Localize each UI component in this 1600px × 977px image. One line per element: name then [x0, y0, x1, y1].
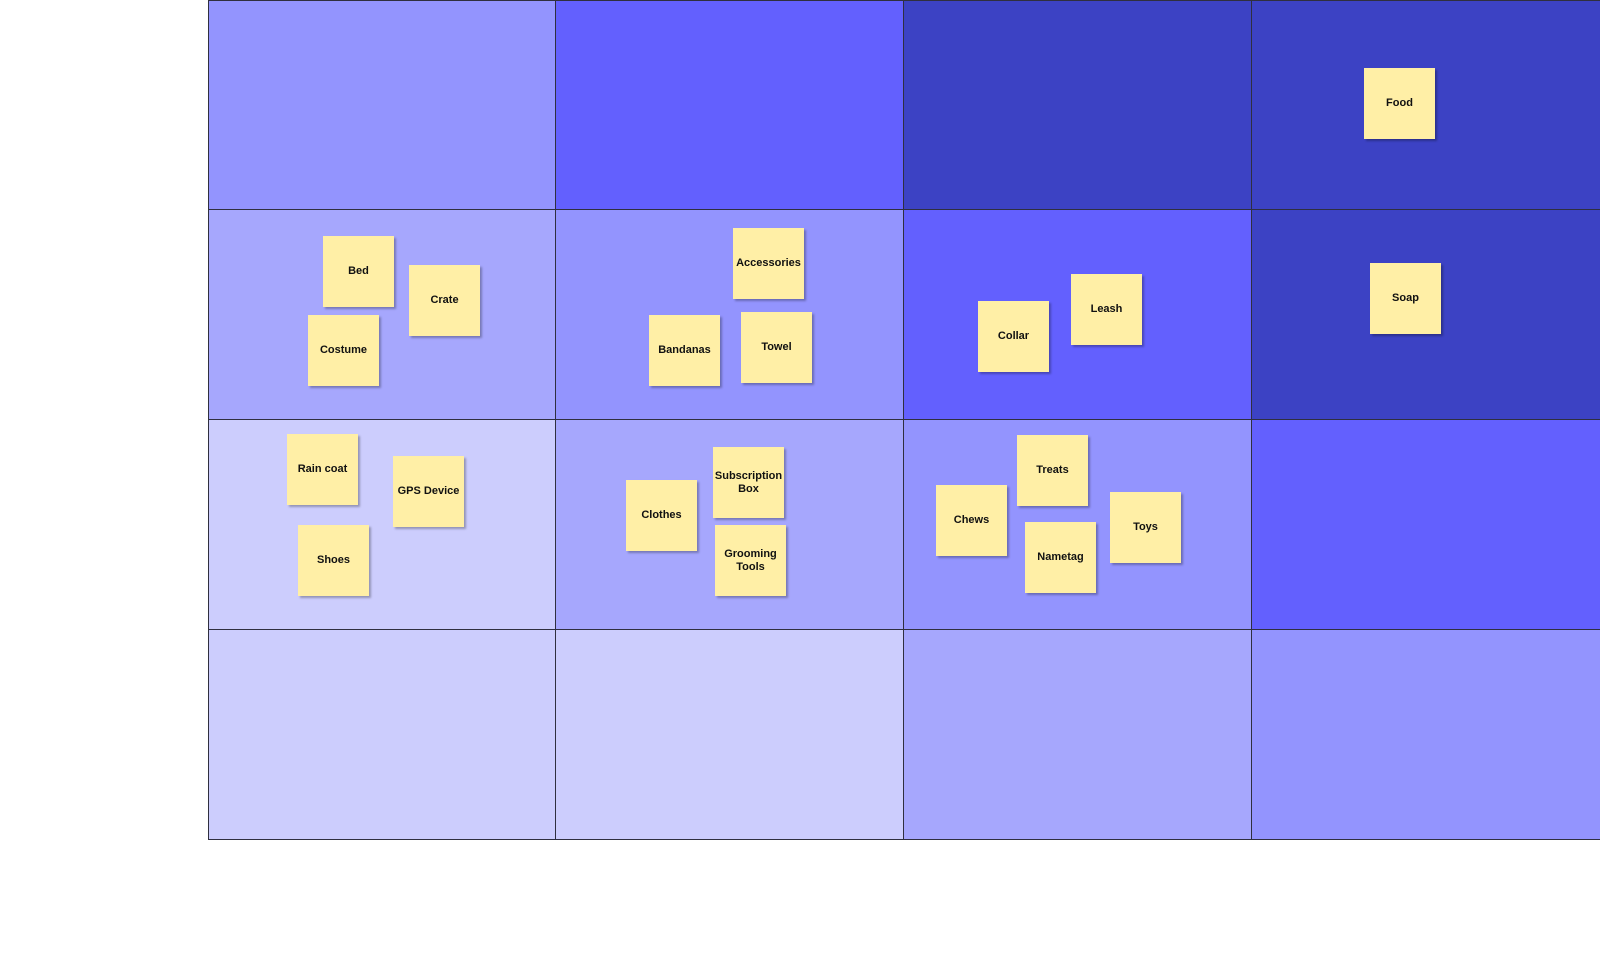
sticky-note-rain-coat[interactable]: Rain coat — [287, 434, 358, 505]
sticky-note-treats[interactable]: Treats — [1017, 435, 1088, 506]
grid-cell-r3-c2 — [904, 630, 1252, 840]
sticky-note-subscription-box[interactable]: Subscription Box — [713, 447, 784, 518]
grid-cell-r2-c3 — [1252, 420, 1600, 630]
grid-cell-r2-c0 — [208, 420, 556, 630]
grid-cell-r0-c2 — [904, 0, 1252, 210]
sticky-note-collar[interactable]: Collar — [978, 301, 1049, 372]
sticky-note-costume[interactable]: Costume — [308, 315, 379, 386]
sticky-note-nametag[interactable]: Nametag — [1025, 522, 1096, 593]
sticky-note-crate[interactable]: Crate — [409, 265, 480, 336]
sticky-note-grooming-tools[interactable]: Grooming Tools — [715, 525, 786, 596]
sticky-note-soap[interactable]: Soap — [1370, 263, 1441, 334]
grid-cell-r3-c0 — [208, 630, 556, 840]
sticky-note-accessories[interactable]: Accessories — [733, 228, 804, 299]
grid-cell-r3-c3 — [1252, 630, 1600, 840]
grid-cell-r0-c1 — [556, 0, 904, 210]
sticky-note-bed[interactable]: Bed — [323, 236, 394, 307]
grid-cell-r0-c0 — [208, 0, 556, 210]
sticky-note-toys[interactable]: Toys — [1110, 492, 1181, 563]
grid-cell-r3-c1 — [556, 630, 904, 840]
sticky-note-food[interactable]: Food — [1364, 68, 1435, 139]
sticky-note-clothes[interactable]: Clothes — [626, 480, 697, 551]
sticky-note-shoes[interactable]: Shoes — [298, 525, 369, 596]
grid-cell-r1-c1 — [556, 210, 904, 420]
sticky-note-leash[interactable]: Leash — [1071, 274, 1142, 345]
sticky-note-bandanas[interactable]: Bandanas — [649, 315, 720, 386]
sticky-note-chews[interactable]: Chews — [936, 485, 1007, 556]
sticky-note-gps-device[interactable]: GPS Device — [393, 456, 464, 527]
sticky-note-towel[interactable]: Towel — [741, 312, 812, 383]
